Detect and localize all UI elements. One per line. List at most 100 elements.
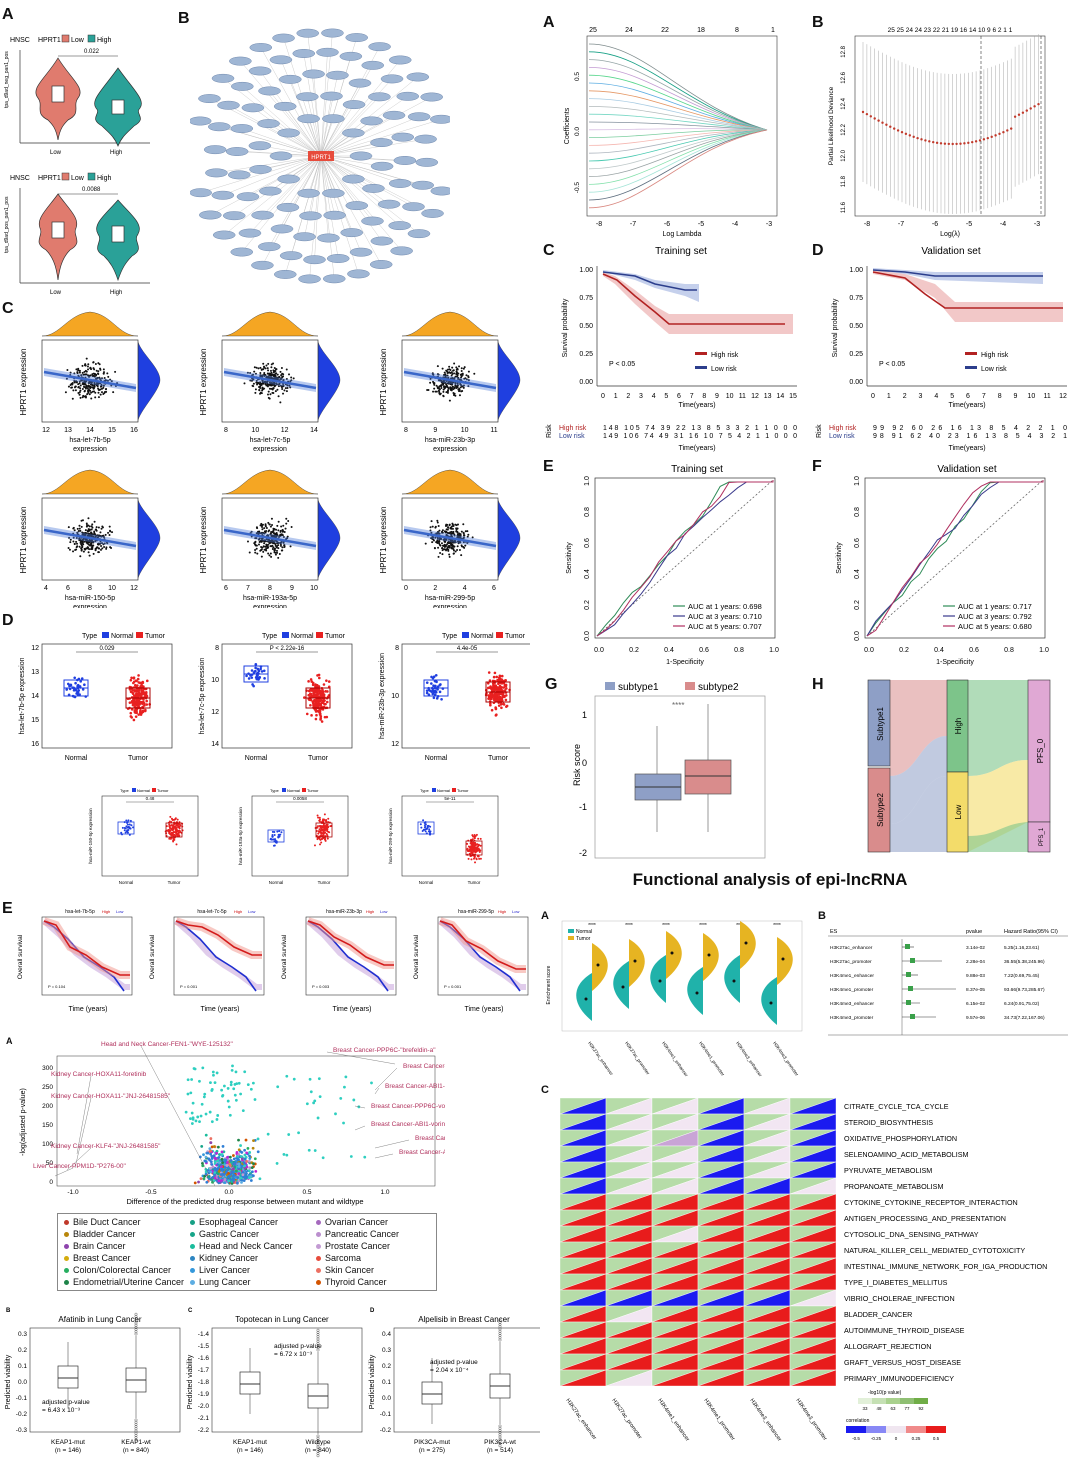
scatter-point [86, 387, 89, 390]
box-point-normal [254, 663, 258, 666]
cv-point [916, 136, 919, 140]
network-node [222, 211, 246, 221]
scatter-ylabel: HPRT1 expression [379, 349, 388, 416]
lasso-path [588, 129, 768, 170]
heatmap-sig-swatch [872, 1398, 886, 1404]
network-node [248, 66, 272, 76]
scatter-point [292, 377, 295, 380]
volcano-annot-line [374, 1153, 394, 1159]
small-point-normal [273, 844, 276, 847]
volcano-point [232, 1167, 235, 1171]
volcano-point [339, 1096, 343, 1100]
small-point-tumor [323, 813, 326, 816]
scatter-point [268, 381, 271, 384]
volcano-point [217, 1181, 221, 1185]
volcano-point [227, 1171, 230, 1175]
small-point-tumor [322, 818, 325, 821]
scatter-ylabel: HPRT1 expression [19, 507, 28, 574]
survival-ytick: 0.50 [579, 323, 593, 330]
scatter-point [458, 390, 461, 393]
small-point-tumor [178, 821, 181, 824]
scatter-point [100, 391, 103, 394]
lasso-top-tick: 22 [661, 27, 669, 34]
scatter-point [81, 364, 84, 367]
legend-item: Lung Cancer [190, 1277, 251, 1287]
scatter-xtick: 6 [224, 585, 228, 592]
box-point-tumor [140, 683, 143, 687]
forest-row-p: 8.37e-05 [966, 987, 985, 993]
small-point-tumor [479, 857, 482, 860]
survival-legend-low-swatch [965, 366, 977, 369]
scatter-point [84, 396, 87, 399]
forest-row-p: 3.14e-02 [966, 945, 985, 951]
scatter-point [87, 368, 90, 371]
network-edge [310, 155, 322, 216]
volcano-point [220, 1150, 224, 1154]
network-node [230, 247, 254, 257]
scatter-point [454, 541, 457, 544]
volcano-point [190, 1078, 194, 1081]
volcano-point [248, 1166, 252, 1170]
cv-point [947, 142, 950, 146]
survival-xtick: 7 [690, 393, 694, 400]
heatmap-corr-swatch [866, 1426, 886, 1433]
lasso-path [588, 129, 768, 154]
scatter-point [446, 368, 449, 371]
panel-label-violin: A [2, 6, 14, 23]
scatter-point [440, 386, 443, 389]
km-curve-high [175, 920, 262, 956]
volcano-point [243, 1070, 247, 1074]
volcano-point [241, 1173, 245, 1177]
scatter-point [444, 540, 447, 543]
network-edge [262, 155, 322, 216]
roc-plot: Training set0.00.00.20.20.40.40.60.60.80… [566, 464, 779, 666]
scatter-point [269, 552, 272, 555]
scatter-point [95, 529, 98, 532]
volcano-point [229, 1083, 233, 1087]
scatter-point [272, 546, 275, 549]
scatter-point [274, 390, 277, 393]
scatter-point [88, 385, 91, 388]
scatter-point [434, 390, 437, 393]
survival-xtick: 1 [887, 393, 891, 400]
scatter-point [77, 367, 80, 370]
lasso-path [588, 51, 768, 131]
scatter-point [467, 385, 470, 388]
scatter-point [87, 524, 90, 527]
scatter-point [285, 368, 288, 371]
small-point-normal [424, 830, 427, 833]
legend-label: Endometrial/Uterine Cancer [73, 1277, 185, 1287]
box-xtick-tumor: Tumor [128, 755, 149, 762]
network-node [388, 179, 412, 188]
small-point-tumor [469, 855, 472, 858]
scatter-point [259, 371, 262, 374]
scatter-point [89, 367, 92, 370]
scatter-point [87, 363, 90, 366]
scatter-point [275, 545, 278, 548]
subtype-legend-2: subtype2 [698, 682, 739, 693]
scatter-point [271, 377, 274, 380]
legend-label: Bile Duct Cancer [73, 1217, 141, 1227]
box-legend-type: Type [262, 633, 277, 640]
box-point-tumor [130, 676, 133, 680]
small-point-normal [276, 830, 279, 833]
scatter-point [285, 517, 288, 520]
scatter-point [451, 366, 454, 369]
roc-auc-label: AUC at 3 years: 0.792 [958, 612, 1032, 621]
km-pval: P = 0.003 [312, 984, 330, 989]
scatter-point [78, 524, 81, 527]
forest-plot: ES pvalue Hazard Ratio(95% CI)H3K27ac_enha… [828, 929, 1068, 1036]
survival-xtick: 6 [966, 393, 970, 400]
scatter-point [79, 555, 82, 558]
small-box-frame [251, 795, 349, 877]
heatmap-row-label: BLADDER_CANCER [844, 1310, 912, 1319]
small-legend-normal: Normal [287, 788, 300, 793]
scatter-point [77, 386, 80, 389]
volcano-xtick: 0.5 [302, 1189, 311, 1196]
heatmap-col-label: H3K27ac_enhancer [564, 1398, 597, 1441]
small-point-tumor [319, 834, 322, 837]
lasso-ytick: 0.0 [574, 127, 581, 136]
scatter-point [273, 382, 276, 385]
small-point-tumor [317, 816, 320, 819]
network-node [342, 128, 365, 138]
